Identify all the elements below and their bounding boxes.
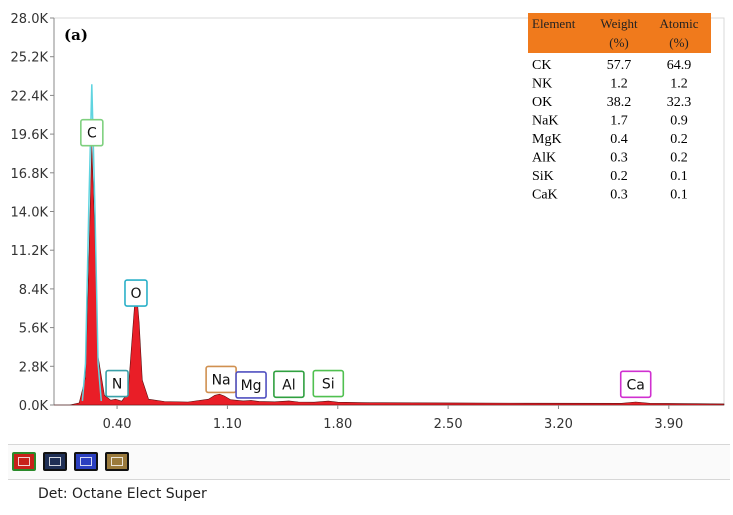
x-axis-ticks: 0.40 1.10 1.80 2.50 3.20 3.90 xyxy=(103,405,683,432)
element-label-mg: Mg xyxy=(235,371,267,399)
table-header-cell: Weight xyxy=(600,16,638,31)
element-label-text: Ca xyxy=(627,377,645,393)
table-header-bg xyxy=(528,13,711,53)
y-tick-label: 25.2K xyxy=(11,51,49,66)
table-cell: 0.3 xyxy=(610,151,628,166)
element-label-text: O xyxy=(130,286,141,302)
element-label-box xyxy=(235,371,267,399)
x-tick-label: 3.90 xyxy=(654,417,683,432)
y-tick-label: 2.8K xyxy=(19,360,49,375)
x-tick-label: 1.80 xyxy=(323,417,352,432)
table-cell: 0.4 xyxy=(610,132,628,147)
element-label-text: Al xyxy=(282,377,295,393)
eds-spectrum-chart: 0.0K 2.8K 5.6K 8.4K 11.2K 14.0K 16.8K 19.6K 22.4… xyxy=(11,12,725,432)
y-tick-label: 0.0K xyxy=(19,399,49,414)
element-label-text: Na xyxy=(212,372,231,388)
plot-area xyxy=(53,17,725,406)
table-cell: 1.2 xyxy=(610,77,628,92)
blue-swatch[interactable] xyxy=(74,452,98,471)
detector-label: Det: Octane Elect Super xyxy=(38,486,207,502)
table-cell: NK xyxy=(532,77,552,92)
element-label-al: Al xyxy=(273,370,305,399)
table-cell: 0.1 xyxy=(670,188,688,203)
spectrum-area xyxy=(54,145,725,406)
element-label-na: Na xyxy=(205,365,237,394)
table-cell: 0.2 xyxy=(670,151,688,166)
table-header-cell: Atomic xyxy=(660,16,699,31)
spectrum-layer xyxy=(54,84,725,406)
table-cell: NaK xyxy=(532,114,558,129)
brown-swatch[interactable] xyxy=(105,452,129,471)
element-label-text: C xyxy=(87,126,97,142)
table-cell: CK xyxy=(532,58,551,73)
table-cell: 0.1 xyxy=(670,169,688,184)
swatch-icon xyxy=(111,457,123,466)
y-tick-label: 11.2K xyxy=(11,244,49,259)
x-tick-label: 3.20 xyxy=(544,417,573,432)
panel-label: (a) xyxy=(64,26,88,44)
table-header-unit: (%) xyxy=(669,35,689,50)
navy-swatch[interactable] xyxy=(43,452,67,471)
table-cell: 57.7 xyxy=(607,58,632,73)
table-cell: OK xyxy=(532,95,552,110)
composition-table: Element Weight (%) Atomic (%) CK 57.7 64.9 NK 1.2… xyxy=(528,13,711,203)
x-tick-label: 1.10 xyxy=(213,417,242,432)
y-tick-label: 5.6K xyxy=(19,322,49,337)
spectrum-swatch-toolbar xyxy=(8,444,730,480)
element-label-box xyxy=(312,369,345,398)
y-tick-label: 16.8K xyxy=(11,167,49,182)
table-cell: SiK xyxy=(532,169,554,184)
table-cell: CaK xyxy=(532,188,558,203)
table-cell: 0.3 xyxy=(610,188,628,203)
table-cell: 0.2 xyxy=(670,132,688,147)
element-label-si: Si xyxy=(312,369,345,398)
element-label-o: O xyxy=(124,279,148,307)
table-cell: 38.2 xyxy=(607,95,632,110)
swatch-icon xyxy=(49,457,61,466)
table-cell: 0.2 xyxy=(610,169,628,184)
table-cell: AlK xyxy=(532,151,556,166)
x-tick-label: 2.50 xyxy=(434,417,463,432)
y-tick-label: 14.0K xyxy=(11,206,49,221)
element-label-ca: Ca xyxy=(619,370,652,399)
table-cell: 32.3 xyxy=(667,95,692,110)
element-label-n: N xyxy=(105,369,129,398)
element-label-box xyxy=(124,279,148,307)
y-tick-label: 22.4K xyxy=(11,89,49,104)
table-cell: 1.7 xyxy=(610,114,628,129)
peak-outline-c xyxy=(81,84,103,401)
element-label-box xyxy=(105,369,129,398)
y-axis-ticks: 0.0K 2.8K 5.6K 8.4K 11.2K 14.0K 16.8K 19.6K 22.4… xyxy=(11,12,54,414)
element-label-box xyxy=(80,118,104,147)
red-swatch[interactable] xyxy=(12,452,36,471)
element-labels: C N O Na Mg Al Si Ca xyxy=(80,118,652,399)
table-header-cell: Element xyxy=(532,16,576,31)
swatch-icon xyxy=(80,457,92,466)
table-cell: 0.9 xyxy=(670,114,688,129)
y-tick-label: 28.0K xyxy=(11,12,49,27)
table-header-unit: (%) xyxy=(609,35,629,50)
element-label-c: C xyxy=(80,118,104,147)
y-tick-label: 19.6K xyxy=(11,128,49,143)
y-tick-label: 8.4K xyxy=(19,283,49,298)
element-label-box xyxy=(619,370,652,399)
element-label-text: Mg xyxy=(241,378,262,394)
swatch-icon xyxy=(18,457,30,466)
element-label-box xyxy=(273,370,305,399)
table-cell: MgK xyxy=(532,132,562,147)
element-label-text: Si xyxy=(322,377,335,393)
table-cell: 64.9 xyxy=(667,58,692,73)
element-label-text: N xyxy=(112,377,122,393)
table-cell: 1.2 xyxy=(670,77,688,92)
x-tick-label: 0.40 xyxy=(103,417,132,432)
